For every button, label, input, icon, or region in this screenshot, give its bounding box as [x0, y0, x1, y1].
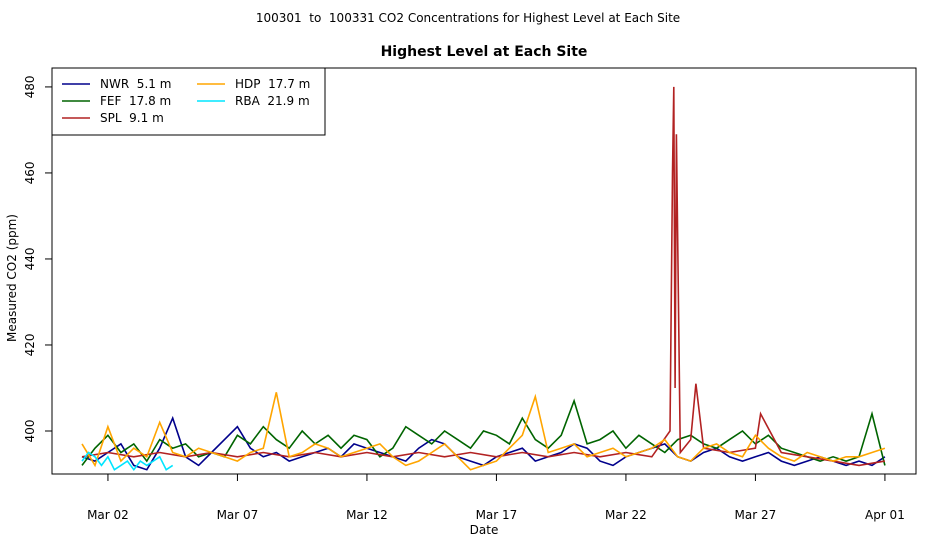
legend-label: FEF 17.8 m — [100, 94, 171, 108]
y-tick-label: 480 — [23, 75, 37, 98]
y-tick-label: 400 — [23, 420, 37, 443]
legend-label: SPL 9.1 m — [100, 111, 164, 125]
x-tick-label: Mar 02 — [87, 508, 129, 522]
x-tick-label: Mar 12 — [346, 508, 388, 522]
x-tick-label: Mar 27 — [735, 508, 777, 522]
series-line — [81, 392, 886, 471]
legend-label: HDP 17.7 m — [235, 77, 310, 91]
x-tick-label: Mar 22 — [605, 508, 647, 522]
legend-label: NWR 5.1 m — [100, 77, 171, 91]
x-axis-label: Date — [470, 523, 499, 537]
y-tick-label: 440 — [23, 248, 37, 271]
legend-label: RBA 21.9 m — [235, 94, 310, 108]
x-tick-label: Mar 07 — [217, 508, 259, 522]
series-line — [81, 86, 886, 467]
y-axis-label: Measured CO2 (ppm) — [5, 214, 19, 342]
plot-frame — [51, 67, 917, 475]
x-tick-label: Mar 17 — [476, 508, 518, 522]
y-tick-label: 460 — [23, 161, 37, 184]
legend-box — [51, 67, 326, 136]
page-title: 100301 to 100331 CO2 Concentrations for … — [256, 11, 680, 25]
y-tick-label: 420 — [23, 334, 37, 357]
x-tick-label: Apr 01 — [865, 508, 905, 522]
series-line — [81, 451, 174, 472]
chart-title: Highest Level at Each Site — [381, 44, 588, 60]
